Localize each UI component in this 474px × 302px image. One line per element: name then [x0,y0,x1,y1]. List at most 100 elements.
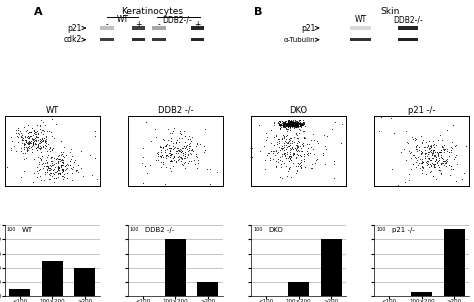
Point [296,144,303,149]
Point [276,154,284,159]
Point [183,143,191,148]
Point [281,136,288,141]
Point [289,124,296,129]
Point [201,147,209,152]
Point [41,143,48,148]
Point [286,123,293,127]
Point [414,148,421,153]
Point [293,123,301,127]
Point [283,122,290,127]
Point [282,123,290,128]
Point [37,178,45,183]
Point [443,157,451,162]
Point [277,122,284,127]
Point [297,122,304,127]
Point [32,132,39,137]
Point [15,131,22,136]
Point [24,145,31,149]
Point [292,123,299,128]
Point [286,143,294,148]
Point [50,183,58,188]
Point [286,121,294,126]
Point [20,151,27,156]
Point [283,122,291,127]
Point [285,122,292,127]
Point [289,146,296,150]
Point [166,147,174,152]
Point [21,137,29,142]
Point [184,149,192,153]
Point [270,123,277,128]
Point [297,122,304,127]
Point [25,135,32,140]
Point [296,119,303,124]
Point [301,124,309,129]
Point [176,148,183,153]
Point [451,154,459,159]
Point [293,122,301,127]
Point [292,124,300,129]
Point [162,147,169,152]
Point [36,139,44,144]
Point [24,134,32,139]
Point [292,119,299,124]
Point [44,154,51,159]
Point [171,146,178,150]
Point [55,153,63,158]
Point [411,155,419,159]
Point [429,162,437,167]
Point [312,157,319,162]
Point [444,147,451,152]
Point [284,155,292,160]
Point [288,121,296,126]
Point [280,120,287,125]
Point [166,149,174,154]
Point [69,177,76,182]
Point [287,122,294,127]
Point [281,134,288,139]
Point [438,172,445,176]
Point [431,159,439,164]
Point [27,133,35,138]
Point [293,123,301,127]
Point [289,122,296,127]
Point [286,166,293,171]
Point [27,129,35,134]
Point [448,146,456,150]
Point [320,132,328,137]
Point [170,154,178,159]
Point [417,151,425,156]
Point [290,121,297,126]
Point [192,143,200,148]
Point [39,132,46,137]
Point [53,156,61,161]
Point [418,140,426,145]
Point [287,154,295,159]
Point [292,123,300,128]
Point [57,139,64,143]
Point [15,140,22,145]
Point [290,151,298,156]
Point [191,162,199,166]
Point [286,122,294,127]
Point [281,125,289,130]
Point [293,120,301,125]
Point [22,139,30,144]
Point [424,161,431,165]
Point [170,140,177,145]
Point [280,123,288,128]
Point [280,123,287,127]
Point [156,153,164,158]
Point [28,144,36,149]
Point [280,120,288,124]
Point [281,119,289,124]
Point [66,163,74,168]
Point [285,123,292,128]
Point [282,126,290,131]
Point [53,121,60,126]
Point [443,158,450,162]
Point [71,159,78,164]
Point [290,121,297,126]
Bar [197,282,219,296]
Point [12,131,19,136]
